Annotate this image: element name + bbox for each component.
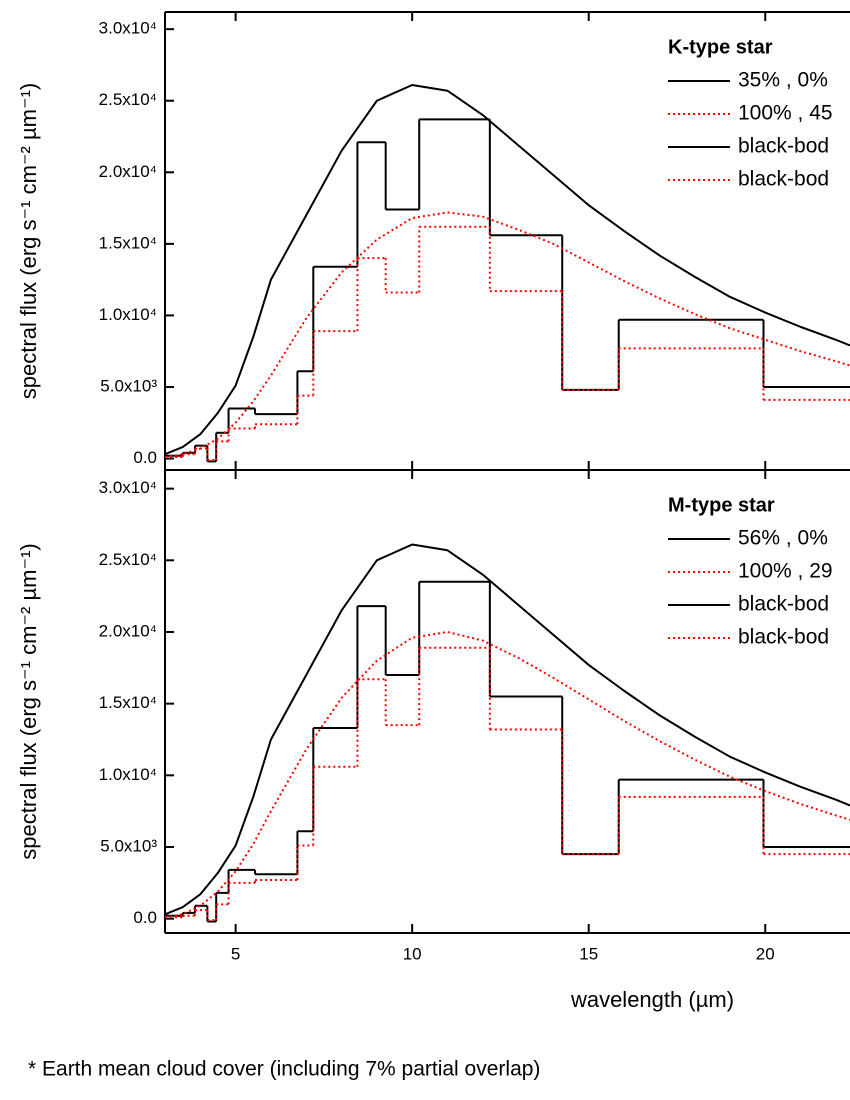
curve	[165, 83, 850, 456]
y-tick-label: 1.0x10⁴	[99, 765, 157, 784]
y-tick-label: 2.0x10⁴	[99, 162, 157, 181]
y-tick-label: 1.0x10⁴	[99, 305, 157, 324]
footnote: * Earth mean cloud cover (including 7% p…	[28, 1058, 540, 1081]
legend-label: black-bod	[738, 626, 829, 649]
y-tick-label: 5.0x10³	[100, 376, 157, 395]
plot-area	[165, 543, 850, 923]
y-tick-label: 0.0	[133, 448, 157, 467]
legend-label: 100% , 29	[738, 560, 833, 583]
x-tick-label: 5	[231, 944, 240, 963]
x-tick-label: 15	[579, 944, 598, 963]
legend-label: black-bod	[738, 135, 829, 158]
legend-label: 100% , 45	[738, 102, 833, 125]
y-tick-label: 2.5x10⁴	[99, 550, 157, 569]
y-axis-title: spectral flux (erg s⁻¹ cm⁻² µm⁻¹)	[16, 543, 41, 859]
y-tick-label: 0.0	[133, 908, 157, 927]
y-tick-label: 1.5x10⁴	[99, 693, 157, 712]
y-tick-label: 5.0x10³	[100, 836, 157, 855]
x-tick-label: 20	[756, 944, 775, 963]
legend-label: black-bod	[738, 168, 829, 191]
legend-title: M-type star	[668, 494, 775, 516]
y-tick-label: 2.5x10⁴	[99, 90, 157, 109]
x-axis-title: wavelength (µm)	[570, 987, 734, 1012]
legend-label: 35% , 0%	[738, 69, 828, 92]
y-tick-label: 2.0x10⁴	[99, 621, 157, 640]
legend-label: 56% , 0%	[738, 527, 828, 550]
legend-title: K-type star	[668, 36, 773, 58]
x-tick-label: 10	[403, 944, 422, 963]
curve	[165, 211, 850, 459]
y-tick-label: 3.0x10⁴	[99, 478, 157, 497]
curve	[165, 543, 850, 916]
legend-label: black-bod	[738, 593, 829, 616]
y-tick-label: 1.5x10⁴	[99, 233, 157, 252]
plot-area	[165, 83, 850, 463]
y-axis-title: spectral flux (erg s⁻¹ cm⁻² µm⁻¹)	[16, 83, 41, 399]
y-tick-label: 3.0x10⁴	[99, 19, 157, 38]
